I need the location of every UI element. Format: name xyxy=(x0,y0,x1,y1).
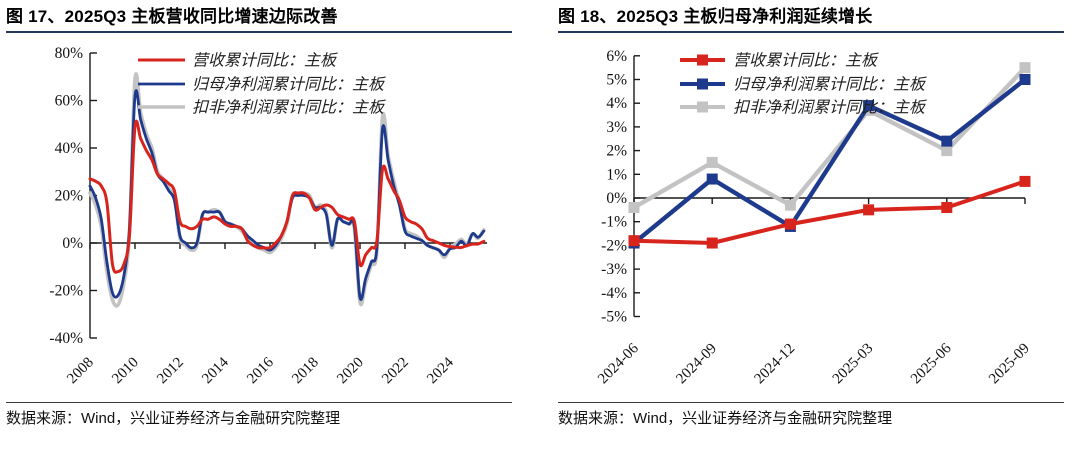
y-axis: -40% -20% 0% 20% 40% 60% 80% xyxy=(49,45,97,347)
series-revenue-marker xyxy=(628,235,640,247)
legend-net_profit_ex-label: 扣非净利润累计同比：主板 xyxy=(733,99,927,117)
series-net_profit xyxy=(88,89,486,301)
figure-17-title: 图 17、2025Q3 主板营收同比增速边际改善 xyxy=(6,7,338,26)
series-net_profit-marker xyxy=(863,100,875,112)
x-tick-label: 2024 xyxy=(424,354,457,387)
series-net_profit-marker xyxy=(941,135,953,147)
y-tick-label: 40% xyxy=(55,140,84,157)
legend-revenue-label: 营收累计同比：主板 xyxy=(192,52,338,70)
legend-net_profit_ex-marker xyxy=(697,101,708,113)
x-tick-label: 2012 xyxy=(154,355,187,388)
y-tick-label: 5% xyxy=(606,72,627,89)
x-axis-labels: 2024-06 2024-09 2024-12 2025-03 2025-06 2025-… xyxy=(595,340,1033,387)
legend-revenue-marker xyxy=(697,54,708,66)
series-net_profit_ex-marker xyxy=(706,156,718,168)
series-net_profit_ex-line xyxy=(631,65,1028,210)
legend-net_profit: 归母净利润累计同比：主板 xyxy=(138,76,386,94)
y-tick-label: 1% xyxy=(606,166,627,183)
series-net_profit_ex-marker xyxy=(628,201,640,213)
y-tick-label: 3% xyxy=(606,119,627,136)
series-revenue xyxy=(88,119,486,274)
y-tick-label: 6% xyxy=(606,48,627,65)
series-revenue-line xyxy=(88,119,486,274)
legend-revenue: 营收累计同比：主板 xyxy=(138,52,338,70)
figure-18-title-rule xyxy=(558,31,1064,33)
x-tick-label: 2016 xyxy=(244,354,277,387)
y-axis: -5% -4% -3% -2% -1% 0% 1% 2% 3% 4% 5% 6% xyxy=(601,48,640,326)
legend-net_profit: 归母净利润累计同比：主板 xyxy=(680,76,927,94)
x-tick-label: 2024-06 xyxy=(595,340,642,387)
y-tick-label: 60% xyxy=(55,93,84,110)
legend-net_profit_ex-label: 扣非净利润累计同比：主板 xyxy=(192,99,386,117)
legend-net_profit_ex: 扣非净利润累计同比：主板 xyxy=(680,99,927,117)
figure-18-title: 图 18、2025Q3 主板归母净利润延续增长 xyxy=(558,7,873,26)
figure-18-chart: -5%-4%-3%-2%-1%0%1%2%3%4%5%6%2024-06 2024… xyxy=(595,48,1033,387)
series-net_profit_ex-marker xyxy=(1019,62,1031,74)
y-tick-label: -20% xyxy=(49,283,83,300)
x-tick-label: 2014 xyxy=(199,354,232,387)
y-tick-label: 0% xyxy=(606,190,627,207)
y-tick-label: 4% xyxy=(606,95,627,112)
y-tick-label: -4% xyxy=(601,285,627,302)
legend-net_profit-label: 归母净利润累计同比：主板 xyxy=(733,76,927,94)
x-tick-label: 2010 xyxy=(109,355,142,388)
x-tick-label: 2025-03 xyxy=(830,341,877,388)
legend-revenue: 营收累计同比：主板 xyxy=(680,52,879,70)
legend-revenue-label: 营收累计同比：主板 xyxy=(733,52,879,70)
series-revenue-marker xyxy=(784,218,796,230)
x-tick-label: 2008 xyxy=(64,355,97,388)
y-tick-label: 2% xyxy=(606,143,627,160)
series-net_profit-line xyxy=(88,89,486,301)
y-tick-label: 80% xyxy=(55,45,84,62)
x-axis xyxy=(89,242,487,249)
series-net_profit_ex-marker xyxy=(784,199,796,211)
figure-18-source: 数据来源：Wind，兴业证券经济与金融研究院整理 xyxy=(558,410,893,427)
figure-17-title-rule xyxy=(6,31,512,33)
figure-17-source-divider xyxy=(6,402,512,403)
series-revenue-marker xyxy=(941,201,953,213)
series-revenue-marker xyxy=(863,204,875,216)
legend-net_profit_ex: 扣非净利润累计同比：主板 xyxy=(138,99,386,117)
x-tick-label: 2025-09 xyxy=(986,341,1033,388)
series-revenue-marker xyxy=(1019,175,1031,187)
x-tick-label: 2018 xyxy=(289,355,322,388)
y-tick-label: -5% xyxy=(601,309,627,326)
series-revenue-line xyxy=(632,179,1027,245)
legend-net_profit-marker xyxy=(697,78,708,90)
x-tick-label: 2022 xyxy=(379,355,412,388)
y-tick-label: -2% xyxy=(601,237,627,254)
x-tick-label: 2024-12 xyxy=(752,341,799,388)
figure-18-source-divider xyxy=(558,402,1064,403)
y-tick-label: -1% xyxy=(601,214,627,231)
figure-18: 图 18、2025Q3 主板归母净利润延续增长 -5% -4% -3% -2% -1% 0… xyxy=(558,6,1064,428)
figure-17-chart: -40%-20%0%20%40%60%80%2008 2010 2012 2014 20… xyxy=(49,45,487,387)
y-tick-label: 20% xyxy=(55,188,84,205)
x-tick-label: 2020 xyxy=(334,355,367,388)
x-tick-label: 2025-06 xyxy=(908,340,955,387)
series-net_profit_ex-marker xyxy=(941,145,953,157)
series-net_profit-marker xyxy=(706,173,718,185)
legend-net_profit-label: 归母净利润累计同比：主板 xyxy=(192,76,386,94)
x-tick-label: 2024-09 xyxy=(673,341,720,388)
y-tick-label: -40% xyxy=(49,330,83,347)
y-tick-label: 0% xyxy=(62,235,83,252)
y-tick-label: -3% xyxy=(601,261,627,278)
series-revenue xyxy=(628,175,1031,249)
series-net_profit-marker xyxy=(1019,74,1031,85)
figure-17: 图 17、2025Q3 主板营收同比增速边际改善 -40% -20% 0% 20% 40… xyxy=(6,6,512,428)
figure-17-source: 数据来源：Wind，兴业证券经济与金融研究院整理 xyxy=(6,410,341,427)
series-revenue-marker xyxy=(706,237,718,249)
x-axis-labels: 2008 2010 2012 2014 2016 2018 2020 2022 2024 xyxy=(64,354,457,387)
series-net_profit-line xyxy=(631,77,1028,246)
